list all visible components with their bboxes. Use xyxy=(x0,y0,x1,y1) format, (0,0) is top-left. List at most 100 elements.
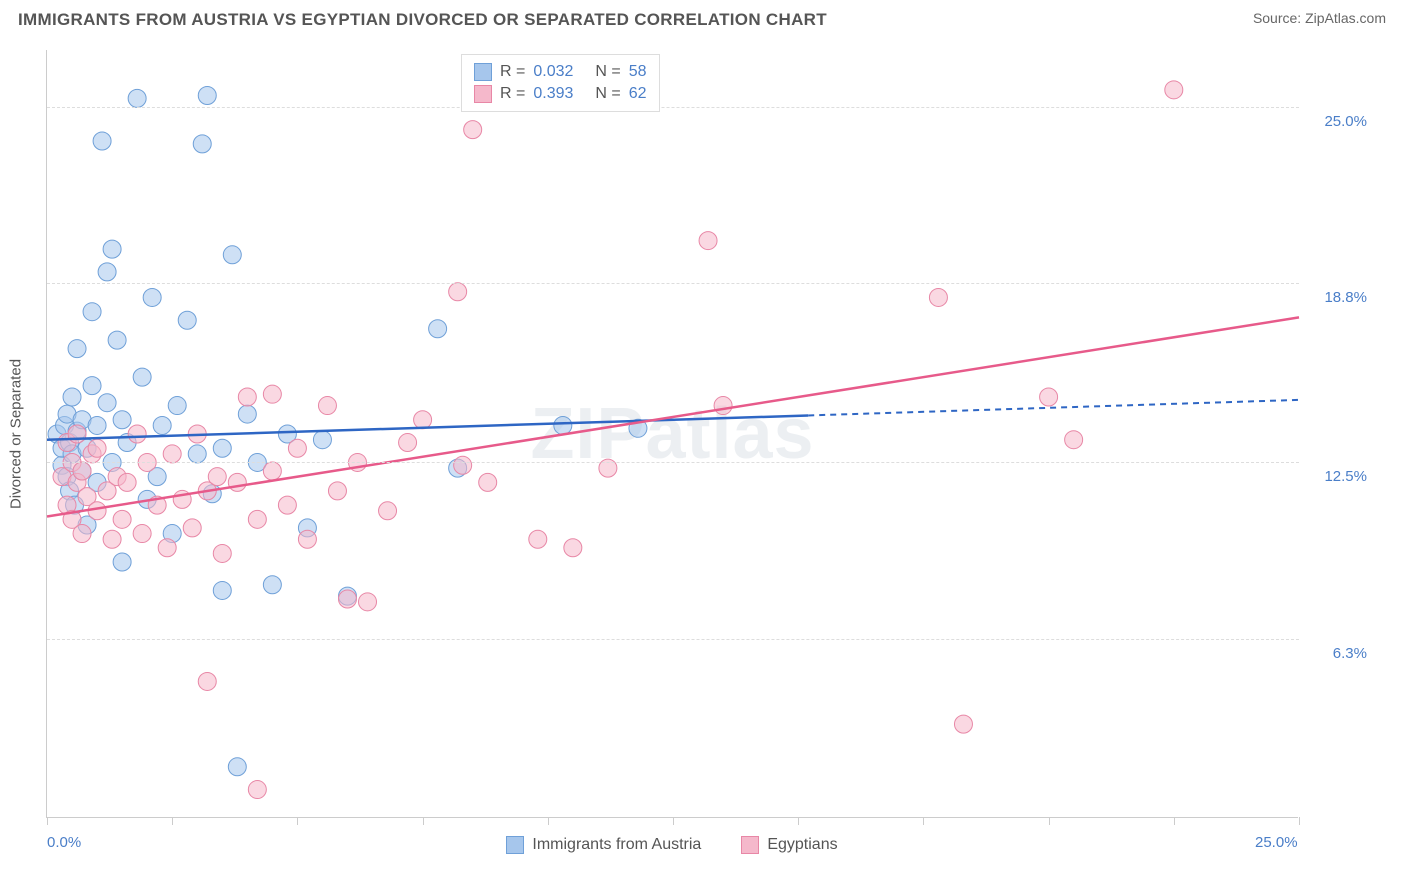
egyptian-legend-swatch-icon xyxy=(741,836,759,854)
chart-title: IMMIGRANTS FROM AUSTRIA VS EGYPTIAN DIVO… xyxy=(18,10,827,30)
n-label: N = xyxy=(595,85,620,103)
source-prefix: Source: xyxy=(1253,10,1305,26)
egyptian-point xyxy=(449,283,467,301)
austria-n-value: 58 xyxy=(629,63,647,81)
egyptian-point xyxy=(288,439,306,457)
egyptian-point xyxy=(479,473,497,491)
egyptian-point xyxy=(954,715,972,733)
austria-point xyxy=(143,288,161,306)
x-tick xyxy=(297,817,298,825)
egyptian-point xyxy=(118,473,136,491)
austria-swatch-icon xyxy=(474,63,492,81)
austria-point xyxy=(168,397,186,415)
egyptian-point xyxy=(714,397,732,415)
egyptian-regression-line xyxy=(47,317,1299,516)
x-tick xyxy=(1174,817,1175,825)
egyptian-point xyxy=(454,456,472,474)
austria-legend-swatch-icon xyxy=(506,836,524,854)
egyptian-point xyxy=(338,590,356,608)
austria-point xyxy=(213,581,231,599)
egyptian-point xyxy=(1065,431,1083,449)
austria-point xyxy=(98,263,116,281)
egyptian-point xyxy=(359,593,377,611)
austria-point xyxy=(108,331,126,349)
austria-point xyxy=(68,340,86,358)
y-axis-title: Divorced or Separated xyxy=(8,359,25,509)
austria-point xyxy=(83,303,101,321)
austria-point xyxy=(213,439,231,457)
austria-point xyxy=(83,377,101,395)
egyptian-point xyxy=(414,411,432,429)
egyptian-point xyxy=(1165,81,1183,99)
egyptian-point xyxy=(163,445,181,463)
egyptian-point xyxy=(699,232,717,250)
egyptian-point xyxy=(318,397,336,415)
austria-point xyxy=(429,320,447,338)
egyptian-point xyxy=(298,530,316,548)
y-tick-label: 6.3% xyxy=(1307,645,1367,662)
egyptian-point xyxy=(128,425,146,443)
correlation-chart: Divorced or Separated ZIPatlas 6.3%12.5%… xyxy=(46,50,1366,818)
legend-item-egyptian: Egyptians xyxy=(741,836,837,854)
austria-r-value: 0.032 xyxy=(533,63,573,81)
grid-line xyxy=(47,107,1299,108)
r-label: R = xyxy=(500,63,525,81)
stats-legend-row-austria: R = 0.032 N = 58 xyxy=(474,61,647,83)
n-label: N = xyxy=(595,63,620,81)
egyptian-swatch-icon xyxy=(474,85,492,103)
source-name: ZipAtlas.com xyxy=(1305,10,1386,26)
r-label: R = xyxy=(500,85,525,103)
series-legend: Immigrants from Austria Egyptians xyxy=(46,836,1298,854)
egyptian-point xyxy=(1040,388,1058,406)
y-tick-label: 12.5% xyxy=(1307,468,1367,485)
egyptian-point xyxy=(929,288,947,306)
austria-point xyxy=(313,431,331,449)
legend-item-austria: Immigrants from Austria xyxy=(506,836,701,854)
egyptian-point xyxy=(158,539,176,557)
austria-point xyxy=(263,576,281,594)
x-tick xyxy=(548,817,549,825)
egyptian-point xyxy=(183,519,201,537)
y-tick-label: 18.8% xyxy=(1307,289,1367,306)
austria-point xyxy=(188,445,206,463)
y-tick-label: 25.0% xyxy=(1307,113,1367,130)
x-tick xyxy=(923,817,924,825)
egyptian-point xyxy=(88,439,106,457)
x-tick xyxy=(798,817,799,825)
austria-point xyxy=(128,89,146,107)
egyptian-point xyxy=(248,510,266,528)
egyptian-point xyxy=(464,121,482,139)
egyptian-point xyxy=(328,482,346,500)
grid-line xyxy=(47,283,1299,284)
austria-point xyxy=(103,240,121,258)
austria-point xyxy=(88,416,106,434)
egyptian-point xyxy=(133,525,151,543)
egyptian-point xyxy=(379,502,397,520)
egyptian-point xyxy=(564,539,582,557)
egyptian-point xyxy=(529,530,547,548)
egyptian-r-value: 0.393 xyxy=(533,85,573,103)
egyptian-point xyxy=(103,530,121,548)
stats-legend-row-egyptian: R =0.393N =62 xyxy=(474,83,647,105)
egyptian-point xyxy=(208,468,226,486)
x-tick xyxy=(1049,817,1050,825)
austria-point xyxy=(98,394,116,412)
scatter-svg xyxy=(47,50,1299,818)
austria-point xyxy=(113,553,131,571)
egyptian-point xyxy=(238,388,256,406)
egyptian-point xyxy=(248,781,266,799)
egyptian-point xyxy=(198,672,216,690)
x-tick xyxy=(1299,817,1300,825)
egyptian-point xyxy=(68,425,86,443)
x-tick xyxy=(423,817,424,825)
grid-line xyxy=(47,462,1299,463)
egyptian-point xyxy=(228,473,246,491)
austria-point xyxy=(554,416,572,434)
austria-point xyxy=(63,388,81,406)
austria-point xyxy=(193,135,211,153)
stats-legend: R =0.032N =58R =0.393N =62 xyxy=(461,54,660,112)
austria-point xyxy=(153,416,171,434)
austria-point xyxy=(133,368,151,386)
austria-point xyxy=(238,405,256,423)
egyptian-point xyxy=(263,462,281,480)
